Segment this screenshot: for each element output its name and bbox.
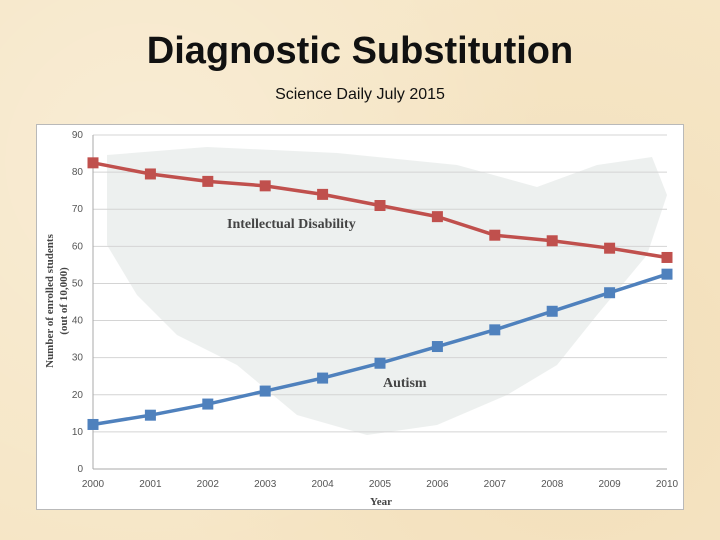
data-point-intellectual-disability	[604, 242, 616, 254]
data-point-intellectual-disability	[431, 211, 443, 223]
x-tick-label: 2008	[541, 479, 564, 490]
data-point-autism	[604, 287, 616, 299]
x-tick-label: 2003	[254, 479, 277, 490]
x-tick-label: 2007	[484, 479, 507, 490]
x-tick-label: 2009	[598, 479, 621, 490]
data-point-intellectual-disability	[87, 157, 99, 169]
data-point-intellectual-disability	[202, 175, 214, 187]
x-axis-title: Year	[370, 496, 392, 508]
y-tick-label: 50	[72, 278, 84, 289]
slide-title: Diagnostic Substitution	[146, 30, 574, 72]
data-point-intellectual-disability	[374, 200, 386, 212]
data-point-autism	[489, 324, 501, 336]
data-point-autism	[144, 409, 156, 421]
data-point-autism	[87, 418, 99, 430]
data-point-autism	[202, 398, 214, 410]
y-tick-label: 20	[72, 390, 84, 401]
data-point-intellectual-disability	[317, 188, 329, 200]
data-point-autism	[661, 268, 673, 280]
y-tick-label: 80	[72, 167, 84, 178]
series-label-autism: Autism	[383, 376, 427, 391]
y-tick-label: 60	[72, 241, 84, 252]
y-tick-label: 90	[72, 130, 84, 141]
data-point-autism	[374, 357, 386, 369]
x-tick-label: 2000	[82, 479, 105, 490]
x-tick-label: 2010	[656, 479, 679, 490]
x-tick-label: 2005	[369, 479, 392, 490]
map-backdrop	[107, 147, 667, 435]
data-point-intellectual-disability	[144, 168, 156, 180]
y-tick-label: 30	[72, 353, 84, 364]
y-tick-label: 10	[72, 427, 84, 438]
data-point-autism	[317, 372, 329, 384]
x-tick-label: 2001	[139, 479, 162, 490]
data-point-intellectual-disability	[259, 180, 271, 192]
data-point-autism	[259, 385, 271, 397]
line-chart: 0 10 20 30 40 50 60 70 80 90 2000 2001 2002 2003 2004 2…	[44, 130, 679, 508]
series-label-intellectual-disability: Intellectual Disability	[227, 217, 356, 232]
y-tick-label: 70	[72, 204, 84, 215]
data-point-autism	[431, 341, 443, 353]
x-tick-label: 2006	[426, 479, 449, 490]
y-axis-subtitle: (out of 10,000)	[58, 267, 70, 335]
y-tick-label: 0	[77, 464, 83, 475]
chart-frame: 0 10 20 30 40 50 60 70 80 90 2000 2001 2002 2003 2004 2…	[36, 124, 684, 510]
x-tick-label: 2004	[311, 479, 334, 490]
y-axis-title: Number of enrolled students	[44, 233, 56, 367]
x-tick-label: 2002	[197, 479, 220, 490]
y-tick-label: 40	[72, 316, 84, 327]
data-point-intellectual-disability	[661, 251, 673, 263]
slide-subtitle: Science Daily July 2015	[275, 86, 445, 103]
data-point-autism	[546, 305, 558, 317]
data-point-intellectual-disability	[489, 229, 501, 241]
data-point-intellectual-disability	[546, 235, 558, 247]
